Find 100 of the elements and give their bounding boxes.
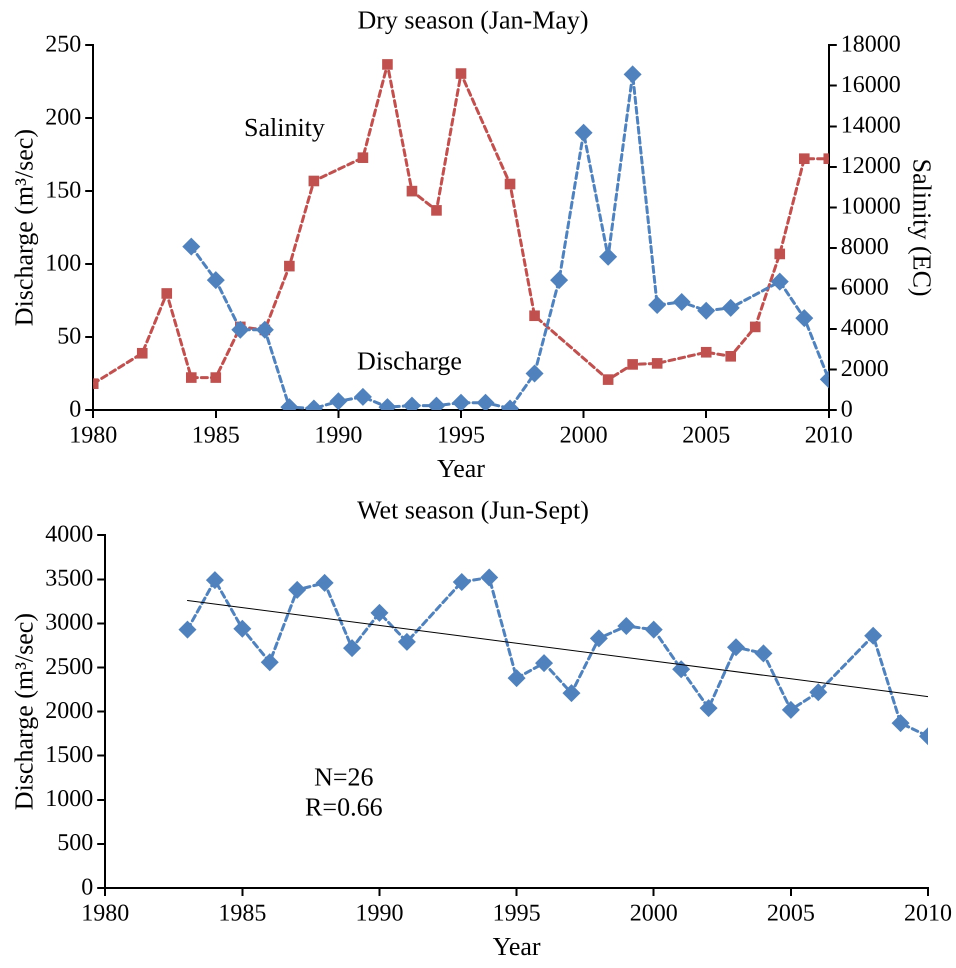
y2-axis-title: Salinity (EC) (908, 158, 937, 297)
point (316, 574, 334, 592)
x-tick-label: 2010 (804, 422, 853, 449)
point (798, 153, 810, 164)
annotation: R=0.66 (305, 792, 383, 822)
point (644, 620, 663, 639)
point (864, 626, 882, 645)
point (535, 654, 554, 672)
x-tick-label: 1985 (218, 900, 266, 927)
point (178, 620, 196, 639)
annotation: N=26 (314, 762, 374, 792)
y-tick-label: 3000 (45, 610, 94, 636)
point (550, 271, 568, 290)
point (795, 309, 814, 328)
point (774, 248, 786, 260)
point (358, 152, 368, 163)
point (700, 346, 712, 358)
point (206, 271, 225, 290)
point (700, 699, 718, 718)
y2-tick-label: 8000 (840, 234, 889, 260)
point (452, 572, 471, 591)
point (672, 660, 690, 678)
x-tick-label: 1990 (314, 422, 362, 449)
x-tick-label: 2000 (560, 422, 608, 449)
point (256, 320, 274, 339)
y-tick-label: 50 (57, 323, 82, 350)
y-tick-label: 0 (69, 396, 82, 422)
y-tick-label: 2000 (45, 698, 94, 724)
point (161, 288, 172, 299)
point (431, 205, 442, 216)
y-tick-label: 2500 (45, 654, 94, 680)
point (624, 65, 642, 84)
point (526, 364, 544, 383)
point (370, 604, 388, 622)
y-tick-label: 500 (57, 830, 94, 856)
x-tick-label: 2005 (682, 422, 730, 449)
point (602, 374, 614, 385)
point (529, 310, 540, 322)
y-axis-title: Discharge (m³/sec) (9, 129, 38, 326)
y2-tick-label: 14000 (840, 112, 901, 139)
y-tick-label: 3500 (45, 566, 94, 592)
y2-tick-label: 2000 (840, 356, 889, 382)
x-axis-title: Year (437, 454, 486, 484)
point (574, 124, 593, 142)
point (480, 568, 498, 587)
point (456, 68, 466, 79)
point (590, 629, 608, 648)
point (754, 644, 772, 662)
chart-title: Wet season (Jun-Sept) (357, 495, 589, 524)
y-tick-label: 4000 (45, 521, 94, 548)
y-tick-label: 100 (45, 250, 82, 276)
point (206, 571, 224, 590)
point (672, 293, 691, 312)
point (782, 700, 800, 719)
y2-tick-label: 16000 (840, 72, 901, 98)
point (329, 392, 348, 410)
x-tick-label: 1990 (355, 900, 404, 927)
y-tick-label: 150 (45, 177, 82, 204)
y2-tick-label: 0 (840, 396, 853, 422)
series-label: Salinity (244, 112, 325, 142)
x-axis-title: Year (492, 932, 541, 962)
point (288, 580, 306, 599)
point (627, 359, 638, 370)
y-tick-label: 1500 (45, 742, 94, 768)
point (452, 394, 470, 410)
y-tick-label: 1000 (45, 786, 94, 812)
point (343, 639, 362, 658)
point (562, 684, 580, 702)
point (770, 272, 789, 291)
point (727, 638, 746, 656)
point (697, 302, 716, 320)
y2-tick-label: 12000 (840, 153, 901, 180)
y2-tick-label: 4000 (840, 315, 889, 342)
point (652, 358, 662, 369)
point (892, 714, 910, 732)
point (210, 372, 222, 383)
point (354, 388, 372, 406)
x-tick-label: 1995 (492, 900, 541, 927)
y-tick-label: 200 (45, 104, 82, 130)
series-label: Discharge (357, 346, 462, 376)
chart-title: Dry season (Jan-May) (357, 5, 589, 34)
point (186, 372, 197, 383)
y-axis-title: Discharge (m³/sec) (9, 613, 38, 810)
x-tick-label: 1980 (81, 900, 130, 927)
point (504, 178, 516, 190)
point (508, 669, 526, 688)
point (406, 186, 418, 196)
point (722, 298, 740, 317)
point (648, 296, 666, 314)
x-tick-label: 1995 (437, 422, 485, 449)
point (476, 394, 495, 410)
point (725, 350, 736, 362)
point (136, 348, 148, 359)
point (308, 176, 320, 186)
point (617, 617, 636, 636)
point (182, 238, 200, 256)
point (750, 322, 761, 332)
point (382, 59, 393, 70)
point (233, 620, 252, 638)
y2-tick-label: 6000 (840, 274, 889, 301)
